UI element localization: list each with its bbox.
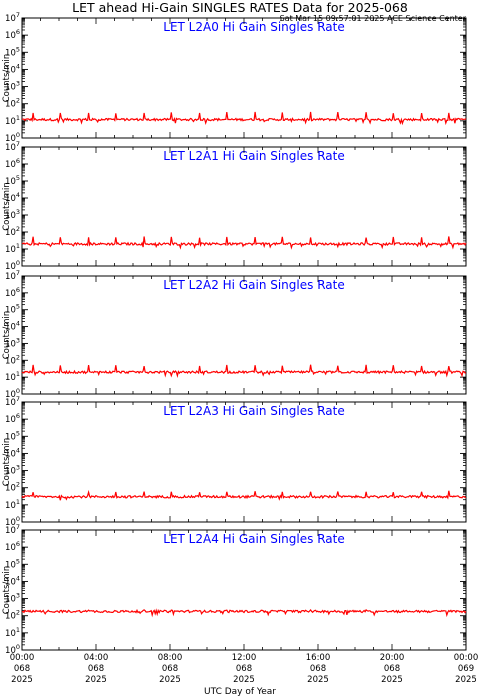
y-tick-label: 106 (5, 412, 20, 425)
panel-title: LET L2A1 Hi Gain Singles Rate (163, 149, 344, 163)
x-tick-label-line: 16:00 (306, 653, 331, 663)
y-axis-label: Counts/min (2, 311, 12, 360)
series-line (21, 608, 467, 618)
y-tick-label: 105 (5, 45, 20, 58)
x-tick-label-line: 12:00 (232, 653, 257, 663)
x-tick-label-line: 2025 (233, 675, 255, 685)
x-tick-label-line: 00:00 (454, 653, 479, 663)
y-tick-label: 101 (5, 498, 20, 511)
y-tick-label: 101 (5, 242, 20, 255)
panel-frame (21, 401, 467, 523)
panel-title: LET L2A2 Hi Gain Singles Rate (163, 278, 344, 292)
panel-2: LET L2A2 Hi Gain Singles RateCounts/min1… (2, 269, 467, 400)
x-tick-label-line: 068 (88, 664, 104, 674)
panel-0: LET L2A0 Hi Gain Singles RateCounts/min1… (2, 11, 467, 144)
series-line (21, 489, 467, 501)
x-tick-label-line: 20:00 (380, 653, 405, 663)
y-axis-label: Counts/min (2, 438, 12, 487)
chart-title: LET ahead Hi-Gain SINGLES RATES Data for… (72, 0, 408, 15)
panel-title: LET L2A0 Hi Gain Singles Rate (163, 20, 344, 34)
series-line (21, 236, 467, 250)
y-tick-label: 105 (5, 303, 20, 316)
y-tick-label: 106 (5, 157, 20, 170)
y-tick-label: 106 (5, 28, 20, 41)
panels: LET L2A0 Hi Gain Singles RateCounts/min1… (2, 11, 467, 656)
panel-3: LET L2A3 Hi Gain Singles RateCounts/min1… (2, 395, 467, 528)
y-tick-label: 101 (5, 114, 20, 127)
x-axis-label: UTC Day of Year (204, 687, 276, 697)
x-tick-label-line: 068 (236, 664, 252, 674)
x-tick-label-line: 068 (310, 664, 326, 674)
x-tick-label-line: 2025 (381, 675, 403, 685)
series-line (21, 364, 467, 379)
x-tick-label-line: 068 (14, 664, 30, 674)
x-tick-label-line: 2025 (85, 675, 107, 685)
x-tick-label-line: 069 (458, 664, 474, 674)
x-tick-label-line: 2025 (159, 675, 181, 685)
panel-1: LET L2A1 Hi Gain Singles RateCounts/min1… (2, 140, 467, 272)
y-axis-label: Counts/min (2, 566, 12, 615)
y-tick-label: 106 (5, 286, 20, 299)
x-tick-label-line: 2025 (307, 675, 329, 685)
y-tick-label: 101 (5, 370, 20, 383)
y-tick-label: 105 (5, 429, 20, 442)
x-tick-label-line: 068 (384, 664, 400, 674)
x-tick-label-line: 068 (162, 664, 178, 674)
x-tick-label-line: 04:00 (84, 653, 109, 663)
y-tick-label: 101 (5, 626, 20, 639)
panel-frame (21, 146, 467, 267)
x-axis: 00:00068202504:00068202508:00068202512:0… (10, 653, 479, 685)
x-tick-label-line: 2025 (455, 675, 477, 685)
y-tick-label: 105 (5, 557, 20, 570)
series-line (22, 111, 467, 126)
x-tick-label-line: 2025 (11, 675, 33, 685)
y-axis-label: Counts/min (2, 54, 12, 103)
x-tick-label-line: 00:00 (10, 653, 35, 663)
y-tick-label: 107 (5, 11, 20, 24)
panel-title: LET L2A3 Hi Gain Singles Rate (163, 404, 344, 418)
y-axis-label: Counts/min (2, 182, 12, 231)
y-tick-label: 105 (5, 174, 20, 187)
panel-4: LET L2A4 Hi Gain Singles RateCounts/min1… (2, 523, 467, 656)
panel-title: LET L2A4 Hi Gain Singles Rate (163, 532, 344, 546)
panel-frame (21, 275, 467, 395)
panel-frame (21, 529, 467, 651)
x-tick-label-line: 08:00 (158, 653, 183, 663)
y-tick-label: 106 (5, 540, 20, 553)
